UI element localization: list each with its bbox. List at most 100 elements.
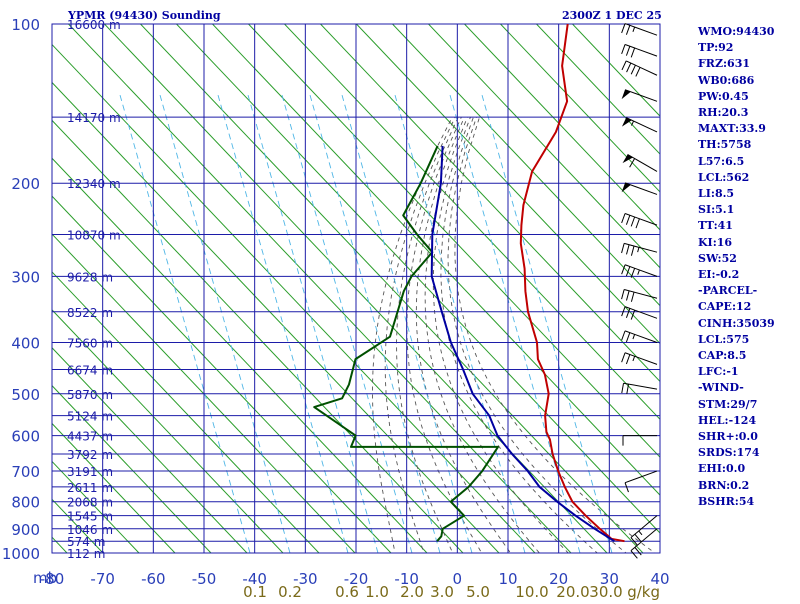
wind-barb-flag — [621, 44, 626, 55]
dry-adiabat-line — [463, 24, 660, 231]
wind-barb-flag — [621, 213, 626, 224]
dry-adiabat-line — [52, 347, 248, 553]
index-item: CAP:8.5 — [698, 349, 747, 363]
mixing-ratio-label: 1.0 — [365, 583, 389, 600]
wind-barb-flag — [625, 266, 631, 277]
index-item: TH:5758 — [698, 138, 752, 152]
index-item: LFC:-1 — [698, 365, 739, 379]
dry-adiabat-line — [355, 24, 660, 345]
moist-adiabat-line — [424, 117, 540, 553]
wind-barb-staff — [623, 382, 658, 390]
pressure-tick-label: 500 — [11, 386, 40, 404]
wind-barb-half-flag — [632, 26, 636, 32]
wind-barb-staff — [624, 44, 658, 57]
wind-barb-flag — [625, 354, 631, 365]
dry-adiabat-line — [427, 24, 660, 269]
temperature-tick-label: -40 — [242, 570, 267, 588]
wind-barb — [630, 515, 658, 546]
wind-barb-half-flag — [632, 356, 636, 362]
dry-adiabat-line — [52, 271, 320, 553]
wind-barb-flag — [621, 383, 625, 394]
temperature-tick-label: -80 — [40, 570, 65, 588]
dry-adiabat-line — [211, 24, 660, 496]
wind-barb-staff — [624, 242, 658, 253]
plot-frame — [51, 23, 661, 554]
wind-barb-staff — [624, 23, 658, 36]
wind-barb-flag — [625, 332, 631, 343]
index-item: WB0:686 — [698, 73, 755, 87]
mixing-ratio-line — [119, 94, 251, 553]
index-item: KI:16 — [698, 235, 733, 249]
wind-barb — [621, 242, 658, 256]
wind-barb-flag — [621, 289, 625, 300]
height-label: 5870 m — [67, 388, 113, 402]
index-item: RH:20.3 — [698, 106, 749, 120]
pressure-tick-label: 600 — [11, 428, 40, 446]
pressure-tick-label: 1000 — [2, 545, 40, 563]
wind-barb-staff — [625, 60, 658, 76]
wind-barb — [622, 435, 657, 446]
wind-barb-flag — [621, 60, 627, 71]
mixing-ratio-line — [481, 94, 613, 553]
dry-adiabat-line — [52, 157, 428, 553]
temperature-tick-label: -50 — [192, 570, 217, 588]
mixing-ratio-label: 30.0 — [589, 583, 622, 600]
wind-barb-flag — [621, 352, 626, 363]
wind-barb-flag — [621, 243, 625, 254]
index-item: STM:29/7 — [698, 397, 758, 411]
pressure-tick-label: 900 — [11, 521, 40, 539]
wind-barb-staff — [630, 528, 658, 552]
pressure-tick-label: 400 — [11, 334, 40, 352]
index-item: PW:0.45 — [698, 89, 749, 103]
mixing-ratio-label: 0.2 — [278, 583, 302, 600]
wind-barb — [622, 154, 658, 172]
dry-adiabat-line — [67, 24, 572, 553]
wind-barb-flag — [634, 547, 642, 556]
mixing-ratio-line — [281, 94, 413, 553]
wind-barb-flag — [626, 290, 630, 301]
temperature-tick-label: -10 — [394, 570, 419, 588]
sounding-time: 2300Z 1 DEC 25 — [562, 9, 662, 22]
wind-barb-flag — [626, 244, 630, 255]
index-item: TT:41 — [698, 219, 733, 233]
height-label: 5124 m — [67, 410, 113, 424]
height-label: 4437 m — [67, 430, 113, 444]
mixing-ratio-line — [394, 94, 526, 553]
dry-adiabat-line — [52, 43, 536, 553]
height-label: 2611 m — [67, 481, 113, 495]
dewpoint-profile — [313, 145, 499, 542]
mixing-ratio-label: 10.0 — [515, 583, 548, 600]
wind-barb — [621, 382, 658, 395]
wind-barb-staff — [624, 352, 658, 365]
wind-barb-staff — [624, 306, 658, 319]
temperature-tick-label: -70 — [90, 570, 115, 588]
parcel-profile — [430, 145, 615, 543]
wind-barb — [621, 264, 658, 278]
height-label: 112 m — [67, 547, 105, 561]
wind-barb-flag — [621, 330, 626, 341]
wind-barb-flag — [621, 306, 626, 317]
wind-barb-flag — [624, 482, 629, 493]
wind-barb — [624, 470, 658, 493]
wind-barb-flag — [625, 46, 631, 56]
wind-barb-pennant — [621, 89, 631, 100]
height-label: 3191 m — [67, 465, 113, 479]
wind-barb-staff — [624, 213, 658, 226]
height-label: 6674 m — [67, 364, 113, 378]
dry-adiabat-line — [391, 24, 660, 307]
dry-adiabat-line — [52, 233, 356, 553]
index-item: EI:-0.2 — [698, 268, 740, 282]
wind-barb — [621, 60, 658, 77]
wind-barb-half-flag — [632, 334, 636, 340]
temperature-profile — [519, 24, 625, 543]
wind-barb — [630, 528, 658, 559]
wind-barb — [621, 44, 658, 58]
index-item: HEL:-124 — [698, 413, 757, 427]
index-item: WMO:94430 — [698, 25, 775, 38]
indices-panel: WMO:94430 TP:92 FRZ:631 WB0:686 PW:0.45 RH:20… — [698, 24, 775, 510]
dry-adiabat-line — [319, 24, 660, 383]
wind-barb-flag — [625, 215, 631, 225]
wind-barb-flag — [630, 550, 638, 559]
index-item: LI:8.5 — [698, 187, 735, 201]
wind-barb-flag — [625, 25, 631, 35]
